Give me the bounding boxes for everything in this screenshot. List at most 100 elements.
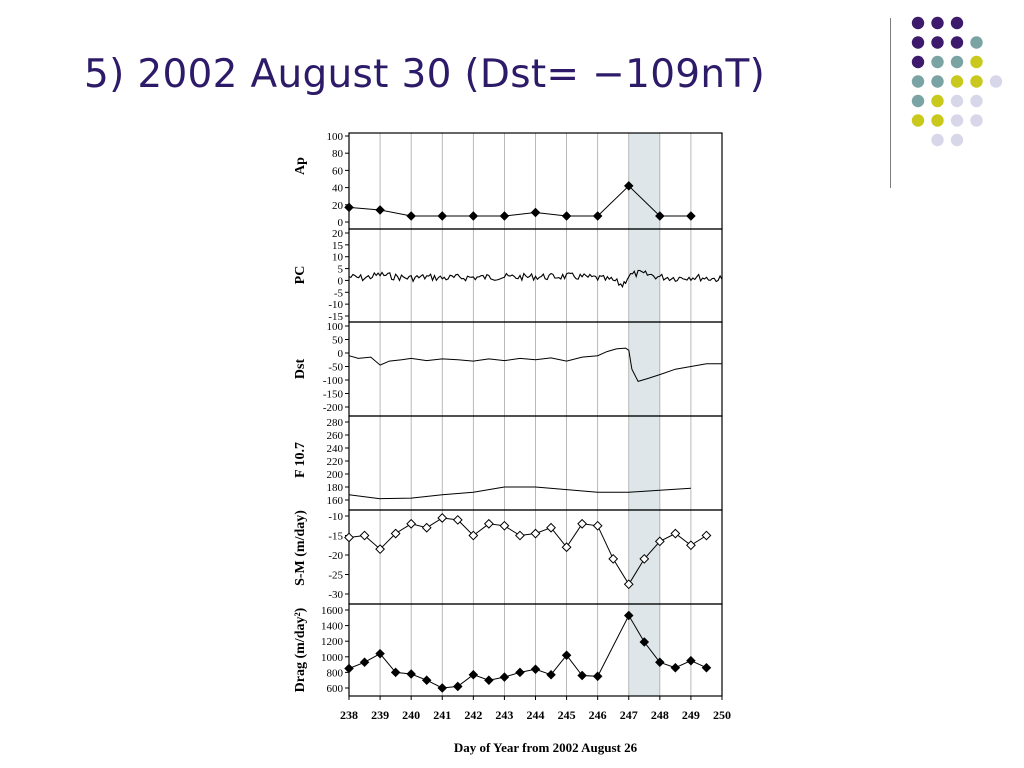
y-tick-label-drag: 1600	[321, 605, 344, 617]
decorative-dot	[911, 16, 925, 30]
data-point-drag-sm	[670, 528, 681, 539]
decorative-dot	[931, 36, 944, 49]
decorative-dot	[931, 133, 944, 147]
y-tick-label-drag: 600	[327, 683, 344, 695]
data-point-drag-sm	[561, 542, 572, 553]
y-axis-label-pc: PC	[293, 266, 308, 285]
y-axis-label-drag-sm: S-M (m/day)	[293, 510, 308, 586]
decorative-dot	[911, 94, 925, 108]
data-point-drag-sm	[577, 518, 588, 529]
decorative-dot	[931, 16, 944, 30]
data-point-drag-sm	[623, 579, 634, 590]
data-point-drag-sm	[483, 518, 494, 529]
y-tick-label-f107: 160	[327, 495, 344, 507]
x-axis-title: Day of Year from 2002 August 26	[454, 740, 638, 755]
y-tick-label-drag-sm: -25	[328, 570, 343, 582]
y-tick-label-ap: 40	[332, 183, 344, 195]
data-point-drag-sm	[701, 530, 712, 541]
y-tick-label-pc: 5	[338, 264, 344, 276]
data-point-ap	[686, 211, 696, 221]
data-point-drag-sm	[468, 530, 479, 541]
y-axis-label-f107: F 10.7	[293, 442, 308, 478]
y-tick-label-drag-sm: -20	[328, 550, 343, 562]
data-point-drag	[701, 662, 712, 673]
decorative-dot	[911, 114, 925, 127]
decorative-dot	[950, 36, 964, 49]
data-point-ap	[468, 211, 479, 221]
data-point-drag-sm	[359, 530, 370, 541]
y-tick-label-drag-sm: -15	[328, 531, 343, 543]
x-tick-label: 248	[651, 708, 669, 722]
y-axis-label-ap: Ap	[293, 157, 308, 175]
y-tick-label-drag-sm: -10	[328, 511, 343, 523]
x-tick-label: 246	[589, 708, 607, 722]
data-point-drag	[515, 667, 525, 678]
decorative-dot	[950, 75, 964, 88]
y-tick-label-dst: -100	[323, 375, 344, 387]
x-tick-label: 247	[620, 708, 638, 722]
data-point-ap	[437, 211, 448, 221]
x-tick-label: 241	[433, 708, 451, 722]
data-point-drag	[655, 657, 665, 668]
data-point-ap	[499, 211, 510, 221]
series-line-pc	[348, 269, 723, 289]
decorative-dot	[931, 114, 944, 127]
decorative-dot	[970, 36, 983, 49]
data-point-drag-sm	[390, 528, 401, 539]
decorative-dot	[970, 114, 983, 127]
data-point-drag-sm	[686, 540, 696, 551]
data-point-ap	[530, 207, 541, 218]
y-tick-label-f107: 240	[327, 443, 344, 455]
x-tick-label: 238	[340, 708, 358, 722]
x-tick-label: 240	[402, 708, 420, 722]
panel-frame-drag	[348, 603, 723, 697]
y-tick-label-ap: 80	[332, 148, 344, 160]
y-tick-label-drag: 1400	[321, 621, 344, 633]
highlight-band	[628, 133, 660, 696]
data-point-drag	[468, 669, 479, 680]
decorative-dot	[931, 94, 944, 108]
data-point-ap	[623, 181, 634, 191]
y-tick-label-dst: -200	[323, 402, 344, 414]
decorative-dot	[950, 55, 964, 69]
series-line-dst	[348, 347, 722, 382]
y-tick-label-dst: -150	[323, 389, 344, 401]
data-point-drag-sm	[452, 514, 463, 525]
data-point-drag-sm	[437, 513, 448, 523]
slide-title: 5) 2002 August 30 (Dst= −109nT)	[84, 52, 766, 97]
decorative-dot	[989, 75, 1003, 88]
decorative-dot	[931, 75, 944, 88]
decorative-dot	[970, 75, 983, 88]
data-point-ap	[406, 211, 416, 221]
data-point-drag	[344, 663, 354, 674]
y-tick-label-f107: 180	[327, 482, 344, 494]
data-point-drag-sm	[406, 518, 417, 529]
y-tick-label-pc: -5	[334, 287, 344, 299]
y-axis-label-drag: Drag (m/day²)	[293, 607, 308, 692]
data-point-drag	[546, 669, 556, 680]
decorative-divider-line	[890, 18, 891, 188]
data-point-drag	[453, 681, 463, 692]
y-tick-label-dst: -50	[328, 362, 343, 374]
data-point-drag	[359, 657, 370, 668]
y-tick-label-f107: 280	[327, 417, 344, 429]
data-point-drag-sm	[592, 520, 603, 531]
y-tick-label-pc: 15	[332, 240, 344, 252]
x-tick-label: 250	[713, 708, 731, 722]
data-point-ap	[592, 211, 603, 221]
x-tick-label: 243	[495, 708, 513, 722]
decorative-dot	[911, 75, 925, 88]
y-tick-label-ap: 20	[332, 200, 344, 212]
series-line-f107	[348, 486, 691, 500]
x-tick-label: 249	[682, 708, 700, 722]
data-point-ap	[561, 211, 572, 221]
data-point-drag-sm	[608, 553, 619, 564]
data-point-ap	[655, 211, 665, 221]
data-point-drag	[592, 671, 603, 682]
data-point-drag	[561, 650, 572, 661]
data-point-drag-sm	[375, 544, 385, 555]
data-point-ap	[375, 205, 385, 215]
series-line-ap	[348, 185, 691, 217]
data-point-drag-sm	[515, 530, 525, 541]
